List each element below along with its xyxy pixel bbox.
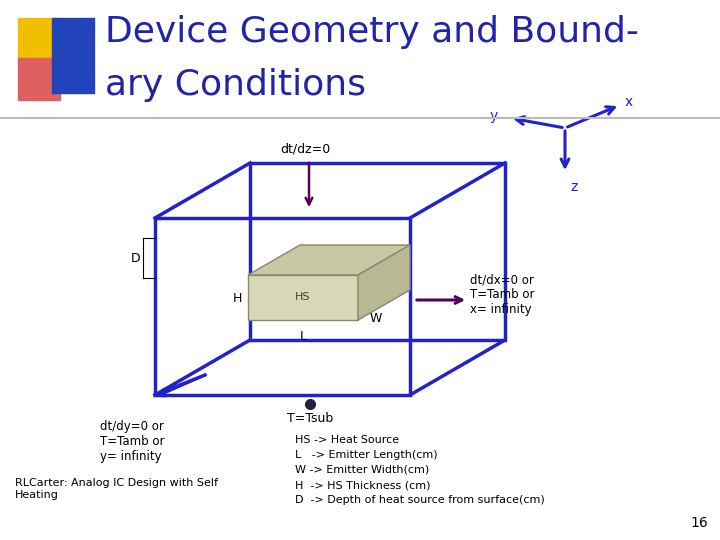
Text: HS -> Heat Source: HS -> Heat Source [295,435,399,445]
Text: L   -> Emitter Length(cm): L -> Emitter Length(cm) [295,450,438,460]
Text: W: W [370,312,382,325]
Bar [18,58,60,100]
Polygon shape [248,275,358,320]
Text: H: H [233,292,242,305]
Text: y: y [490,109,498,123]
Bar [52,18,94,93]
Text: z: z [570,180,577,194]
Text: H  -> HS Thickness (cm): H -> HS Thickness (cm) [295,480,431,490]
Text: T=Tsub: T=Tsub [287,412,333,425]
Text: RLCarter: Analog IC Design with Self
Heating: RLCarter: Analog IC Design with Self Hea… [15,478,218,500]
Text: 16: 16 [690,516,708,530]
Text: dt/dx=0 or
T=Tamb or
x= infinity: dt/dx=0 or T=Tamb or x= infinity [470,273,534,316]
Text: W -> Emitter Width(cm): W -> Emitter Width(cm) [295,465,429,475]
Text: dt/dy=0 or
T=Tamb or
y= infinity: dt/dy=0 or T=Tamb or y= infinity [100,420,164,463]
Text: dt/dz=0: dt/dz=0 [280,142,330,155]
Text: D  -> Depth of heat source from surface(cm): D -> Depth of heat source from surface(c… [295,495,545,505]
Text: HS: HS [295,293,311,302]
Text: ary Conditions: ary Conditions [105,68,366,102]
Text: D: D [130,252,140,265]
Bar [18,18,60,60]
Text: x: x [625,95,634,109]
Text: Device Geometry and Bound-: Device Geometry and Bound- [105,15,639,49]
Text: L: L [300,330,307,343]
Polygon shape [248,245,410,275]
Polygon shape [358,245,410,320]
